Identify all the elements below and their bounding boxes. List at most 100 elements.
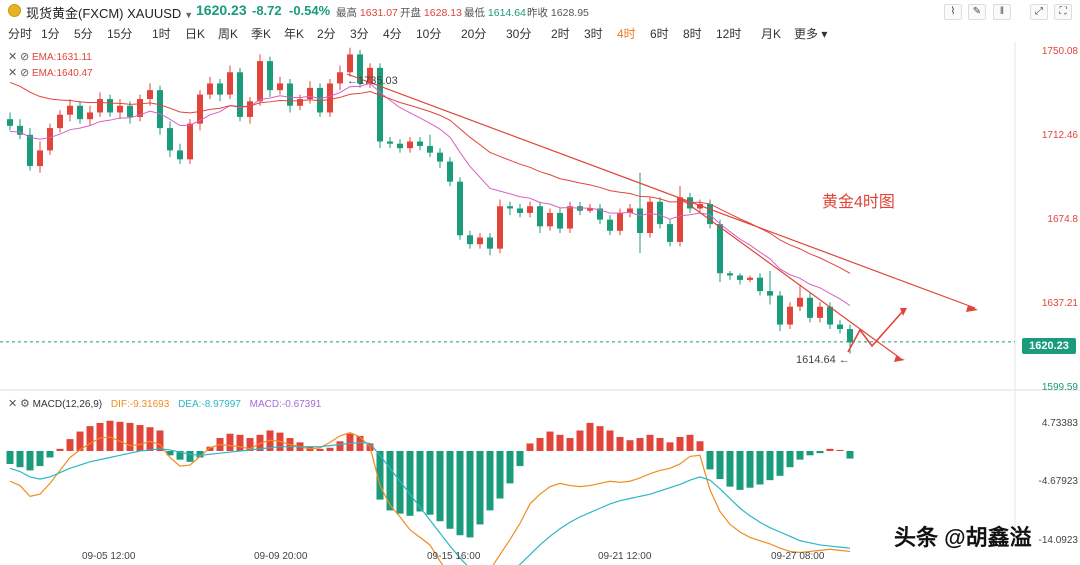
time-tick: 09-15 16:00 <box>427 551 481 562</box>
candle-body <box>587 208 593 211</box>
tab-11[interactable]: 4分 <box>383 27 402 41</box>
tab-14[interactable]: 30分 <box>506 27 532 41</box>
candle-tool-icon[interactable]: ‖ <box>993 4 1011 20</box>
macd-bar <box>826 448 834 451</box>
macd-bar <box>796 451 804 460</box>
tab-13[interactable]: 20分 <box>461 27 487 41</box>
candle-body <box>477 237 483 245</box>
candle-body <box>627 208 633 213</box>
tab-15[interactable]: 2时 <box>551 27 570 41</box>
tab-4[interactable]: 1时 <box>152 27 171 41</box>
macd-bar <box>526 443 534 451</box>
arrow-head-icon <box>966 305 978 312</box>
macd-bar <box>346 433 354 451</box>
macd-bar <box>546 431 554 451</box>
tab-21[interactable]: 月K <box>761 27 782 41</box>
eye-icon[interactable]: ⊘ <box>20 67 30 79</box>
macd-bar <box>686 434 694 451</box>
gear-icon[interactable]: ⚙ <box>20 398 30 410</box>
macd-bar <box>756 451 764 485</box>
tab-2[interactable]: 5分 <box>74 27 93 41</box>
close-icon[interactable]: ✕ <box>8 51 18 63</box>
macd-bar <box>6 451 14 464</box>
macd-bar <box>416 451 424 512</box>
candle-body <box>547 212 553 227</box>
instrument-title[interactable]: 现货黄金(FXCM) XAUUSD ▼ <box>26 6 194 21</box>
macd-dea-line <box>9 441 851 565</box>
candle-body <box>727 273 733 276</box>
tab-9[interactable]: 2分 <box>317 27 336 41</box>
close-icon[interactable]: ✕ <box>8 67 18 79</box>
tab-3[interactable]: 15分 <box>107 27 133 41</box>
tab-6[interactable]: 周K <box>218 27 239 41</box>
macd-bar <box>506 451 514 484</box>
macd-bar <box>326 447 334 451</box>
candle-body <box>817 306 823 318</box>
price-change: -8.72 <box>252 3 282 18</box>
pen-tool-icon[interactable]: ✎ <box>968 4 986 20</box>
macd-bar <box>236 434 244 451</box>
candle-body <box>17 125 23 135</box>
tab-17[interactable]: 4时 <box>617 27 636 41</box>
candle-body <box>697 204 703 209</box>
macd-bar <box>806 451 814 456</box>
tab-20[interactable]: 12时 <box>716 27 742 41</box>
macd-bar <box>666 442 674 451</box>
tab-7[interactable]: 季K <box>251 27 272 41</box>
candle-body <box>77 105 83 120</box>
quote-header: 现货黄金(FXCM) XAUUSD ▼ 1620.23 -8.72 -0.54% … <box>0 0 1080 22</box>
price-tick: 1712.46 <box>1041 129 1078 141</box>
macd-bar <box>726 451 734 487</box>
expand-icon[interactable]: ⤢ <box>1030 4 1048 20</box>
candle-body <box>177 150 183 160</box>
tab-16[interactable]: 3时 <box>584 27 603 41</box>
time-tick: 09-21 12:00 <box>598 551 652 562</box>
tab-8[interactable]: 年K <box>284 27 305 41</box>
candle-body <box>557 212 563 229</box>
macd-bar <box>126 422 134 451</box>
tab-10[interactable]: 3分 <box>350 27 369 41</box>
eye-icon[interactable]: ⊘ <box>20 51 30 63</box>
close-icon[interactable]: ✕ <box>8 398 18 410</box>
macd-bar <box>846 451 854 459</box>
stat-low: 最低 1614.64 <box>464 7 526 19</box>
macd-bar <box>696 441 704 451</box>
candle-body <box>797 297 803 307</box>
candle-body <box>717 224 723 274</box>
macd-bar <box>446 451 454 529</box>
tab-0[interactable]: 分时 <box>8 27 33 41</box>
macd-tick: -14.0923 <box>1038 535 1078 546</box>
tab-1[interactable]: 1分 <box>41 27 60 41</box>
tab-12[interactable]: 10分 <box>416 27 442 41</box>
line-tool-icon[interactable]: ⌇ <box>944 4 962 20</box>
macd-bar <box>576 430 584 451</box>
candle-body <box>497 206 503 249</box>
macd-bar <box>716 451 724 480</box>
macd-bar <box>56 448 64 451</box>
candle-body <box>837 324 843 330</box>
macd-bar <box>76 431 84 451</box>
candle-body <box>527 206 533 213</box>
macd-bar <box>636 438 644 451</box>
tab-22[interactable]: 更多 ▾ <box>794 27 828 41</box>
tab-19[interactable]: 8时 <box>683 27 702 41</box>
candle-body <box>397 143 403 149</box>
tab-5[interactable]: 日K <box>185 27 206 41</box>
tab-18[interactable]: 6时 <box>650 27 669 41</box>
macd-bar <box>746 451 754 488</box>
candle-body <box>747 277 753 280</box>
candle-body <box>847 329 853 343</box>
timeframe-tabs: 分时 1分 5分 15分 1时 日K 周K 季K 年K 2分 3分 4分 10分 20分 30分 2时 3时 4时… <box>0 23 1080 41</box>
candle-body <box>457 181 463 236</box>
macd-bar <box>196 451 204 458</box>
candle-body <box>147 90 153 100</box>
chevron-down-icon[interactable]: ▼ <box>184 10 194 20</box>
fullscreen-icon[interactable]: ⛶ <box>1054 4 1072 20</box>
candle-body <box>567 206 573 229</box>
macd-bar <box>336 441 344 451</box>
candle-body <box>667 224 673 242</box>
macd-bar <box>536 438 544 451</box>
candle-body <box>767 291 773 296</box>
candle-body <box>67 105 73 115</box>
